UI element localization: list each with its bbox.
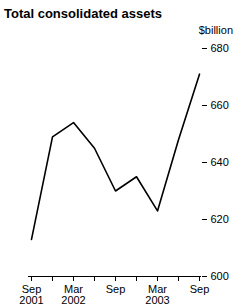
svg-text:Sep: Sep: [190, 283, 210, 295]
svg-text:Mar2003: Mar2003: [145, 283, 169, 306]
svg-text:640: 640: [211, 156, 229, 168]
svg-text:660: 660: [211, 99, 229, 111]
html-text:Total consolidated assets: Total consolidated assets: [4, 6, 162, 21]
svg-text:620: 620: [211, 213, 229, 225]
svg-text:680: 680: [211, 42, 229, 54]
svg-text:Sep2001: Sep2001: [19, 283, 43, 306]
svg-text:600: 600: [211, 270, 229, 282]
svg-text:Mar2002: Mar2002: [61, 283, 85, 306]
svg-text:Sep: Sep: [106, 283, 126, 295]
html-text:$billion: $billion: [198, 24, 233, 36]
